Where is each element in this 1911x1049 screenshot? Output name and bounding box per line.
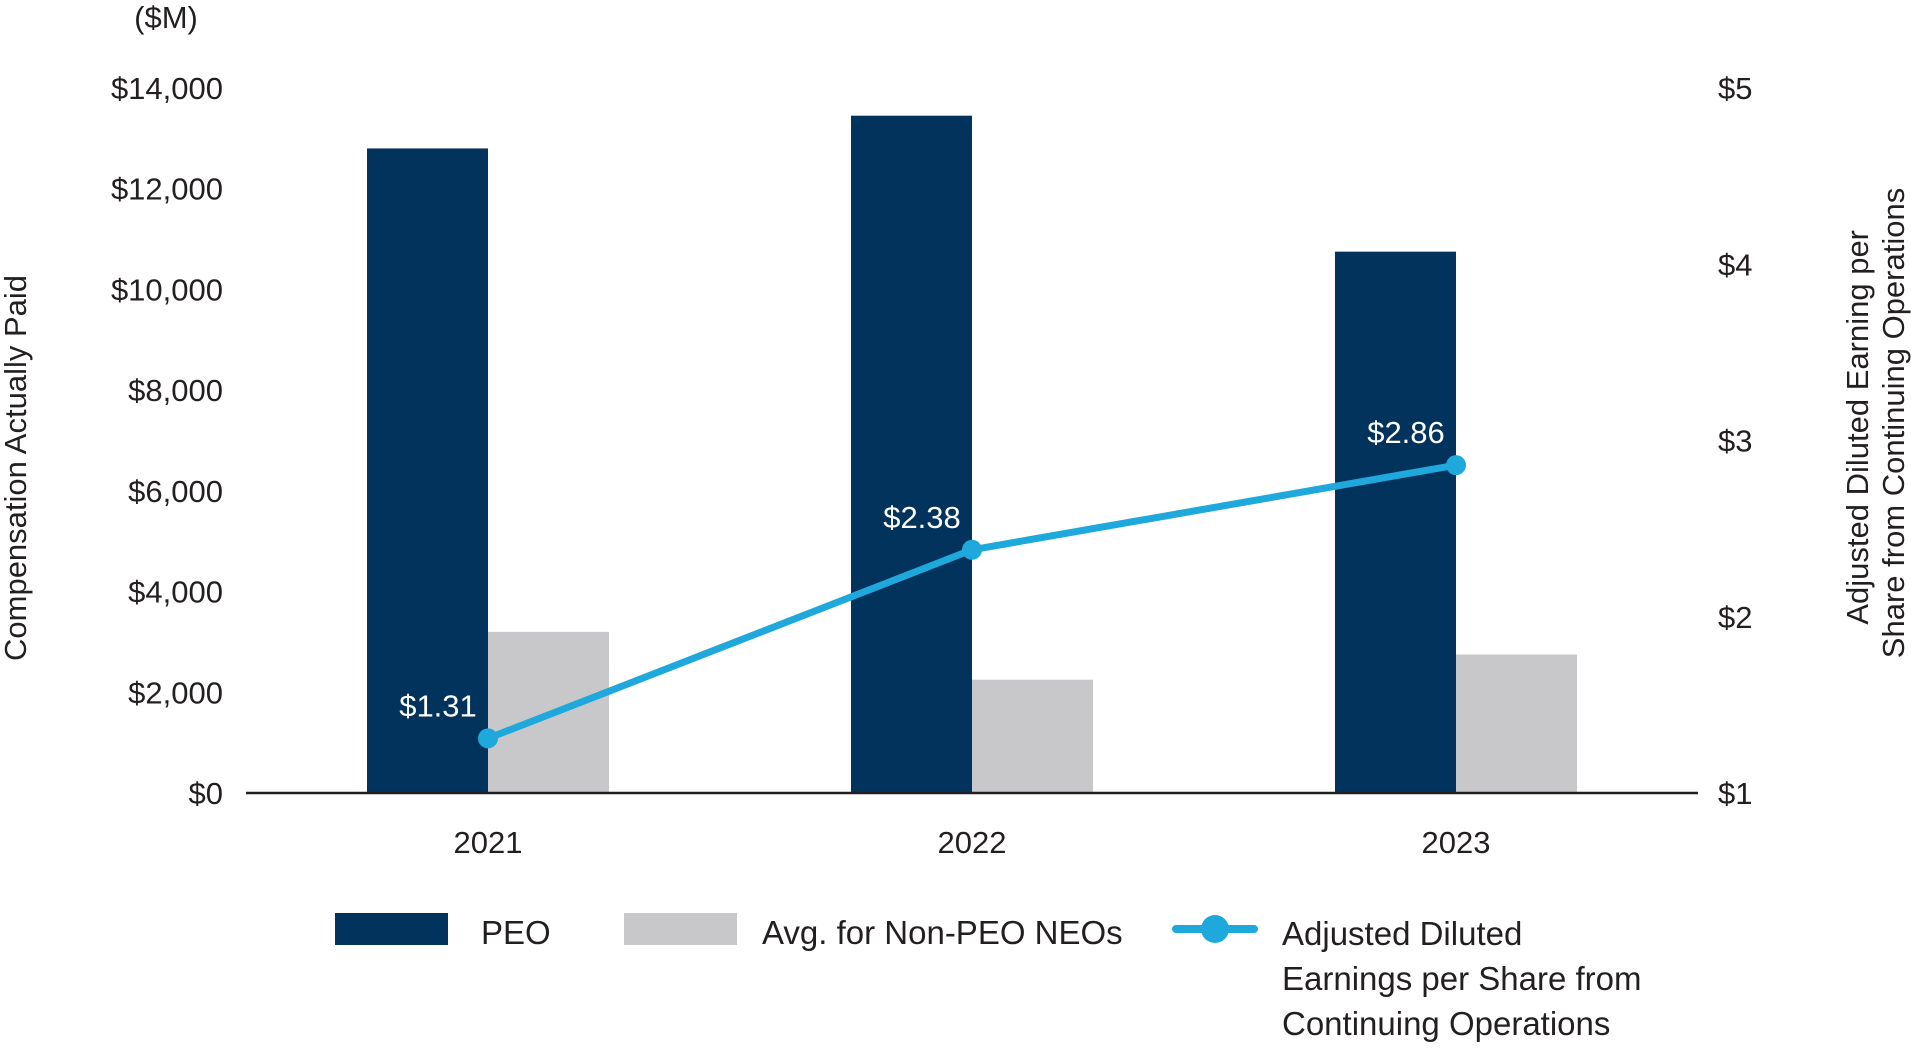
peo-bar [851, 115, 972, 794]
y2-tick-label: $1 [1718, 776, 1752, 811]
y2-axis-title: Adjusted Diluted Earning per Share from … [1840, 188, 1911, 658]
y2-tick-label: $4 [1718, 247, 1752, 282]
legend: PEO Avg. for Non-PEO NEOs Adjusted Diluted… [335, 913, 1642, 1042]
y-tick-label: $4,000 [128, 575, 223, 610]
eps-data-label: $2.38 [883, 500, 961, 535]
non-peo-neo-bar [1456, 654, 1577, 793]
y-tick-label: $2,000 [128, 675, 223, 710]
x-tick-label: 2023 [1422, 825, 1491, 860]
y-tick-label: $8,000 [128, 373, 223, 408]
y2-axis-title-line-1: Adjusted Diluted Earning per [1840, 230, 1875, 625]
legend-label-eps-line: Adjusted Diluted [1282, 915, 1522, 952]
x-tick-label: 2022 [938, 825, 1007, 860]
eps-line-series: $1.31 $2.38 $2.86 [399, 415, 1466, 749]
y2-axis-ticks: $1 $2 $3 $4 $5 [1718, 71, 1752, 811]
legend-label-eps-line: Earnings per Share from [1282, 960, 1642, 997]
peo-bar [1335, 251, 1456, 794]
peo-bar [367, 148, 488, 793]
y-tick-label: $6,000 [128, 474, 223, 509]
y2-axis-title-line-2: Share from Continuing Operations [1876, 188, 1911, 658]
eps-point [478, 728, 498, 749]
x-tick-label: 2021 [454, 825, 523, 860]
legend-label-non-peo-neos: Avg. for Non-PEO NEOs [762, 914, 1123, 951]
eps-point [962, 539, 982, 560]
y-tick-label: $10,000 [111, 272, 223, 307]
y-tick-label: $14,000 [111, 71, 223, 106]
x-axis-ticks: 2021 2022 2023 [454, 825, 1491, 860]
legend-swatch-non-peo-neos [624, 913, 737, 945]
y2-tick-label: $5 [1718, 71, 1752, 106]
y-tick-label: $0 [189, 776, 223, 811]
legend-label-peo: PEO [481, 914, 551, 951]
bars [367, 115, 1577, 794]
y2-tick-label: $3 [1718, 424, 1752, 459]
eps-point [1446, 455, 1466, 476]
legend-swatch-eps-marker [1201, 915, 1229, 943]
y2-tick-label: $2 [1718, 600, 1752, 635]
y-axis-ticks: $0 $2,000 $4,000 $6,000 $8,000 $10,000 $12,000… [111, 71, 223, 811]
eps-data-label: $1.31 [399, 688, 477, 723]
legend-label-eps-line: Continuing Operations [1282, 1005, 1610, 1042]
y-axis-title: Compensation Actually Paid [0, 275, 33, 661]
y-tick-label: $12,000 [111, 172, 223, 207]
non-peo-neo-bar [972, 679, 1093, 793]
units-label: ($M) [134, 0, 198, 35]
legend-swatch-peo [335, 913, 448, 945]
eps-data-label: $2.86 [1367, 415, 1445, 450]
